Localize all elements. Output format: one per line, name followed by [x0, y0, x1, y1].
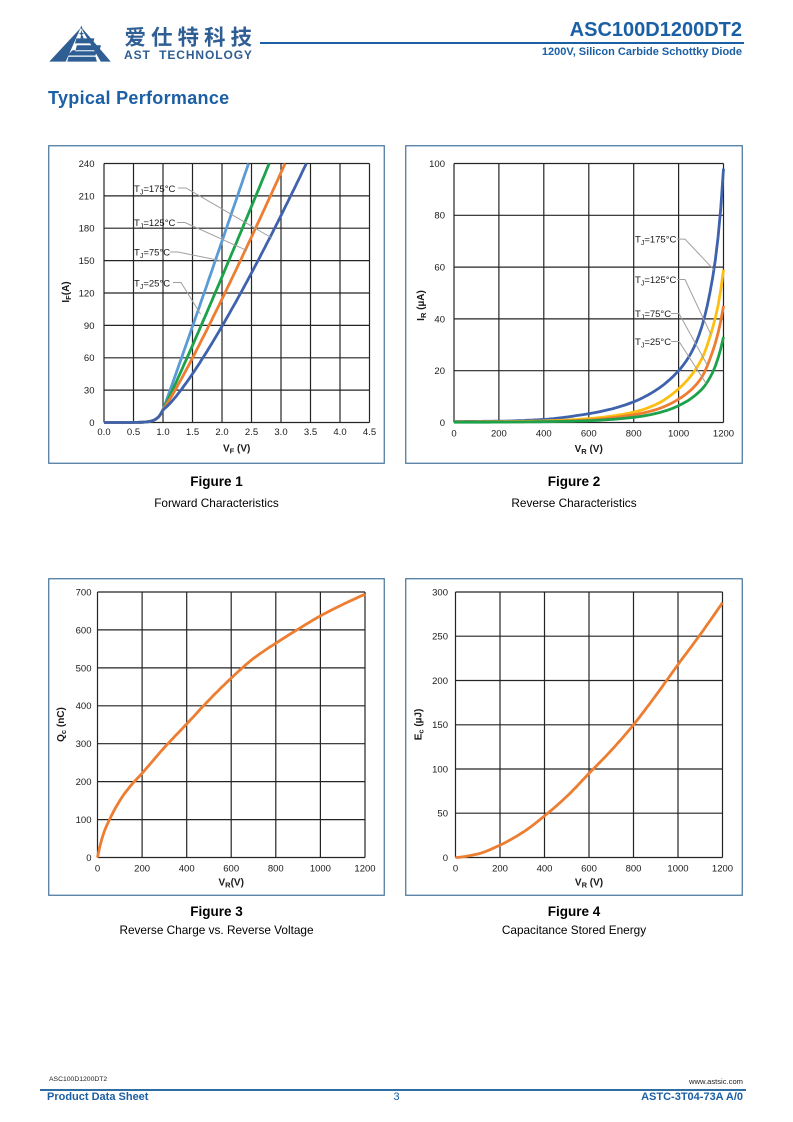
- svg-text:Qc (nC): Qc (nC): [56, 707, 68, 742]
- svg-text:800: 800: [626, 429, 642, 440]
- svg-text:0: 0: [89, 418, 94, 429]
- svg-text:60: 60: [434, 263, 445, 274]
- svg-text:VR (V): VR (V): [575, 444, 603, 456]
- svg-text:180: 180: [79, 224, 95, 235]
- svg-text:150: 150: [432, 720, 448, 731]
- svg-text:200: 200: [432, 676, 448, 687]
- svg-text:800: 800: [268, 864, 284, 875]
- svg-text:210: 210: [79, 191, 95, 202]
- svg-text:200: 200: [491, 429, 507, 440]
- svg-text:VR (V): VR (V): [575, 878, 603, 890]
- svg-text:800: 800: [626, 864, 642, 875]
- svg-text:4.5: 4.5: [363, 427, 376, 438]
- svg-text:Ec (µJ): Ec (µJ): [414, 709, 426, 741]
- svg-text:100: 100: [432, 764, 448, 775]
- svg-text:400: 400: [179, 864, 195, 875]
- svg-text:240: 240: [79, 159, 95, 170]
- svg-text:120: 120: [79, 288, 95, 299]
- svg-text:TJ=125°C: TJ=125°C: [134, 218, 176, 230]
- svg-text:200: 200: [134, 864, 150, 875]
- svg-text:3.5: 3.5: [304, 427, 317, 438]
- svg-text:90: 90: [84, 321, 95, 332]
- svg-text:300: 300: [432, 587, 448, 598]
- svg-text:0: 0: [453, 864, 458, 875]
- svg-text:VR(V): VR(V): [218, 878, 243, 890]
- svg-text:80: 80: [434, 211, 445, 222]
- svg-text:600: 600: [223, 864, 239, 875]
- svg-text:1200: 1200: [713, 429, 734, 440]
- svg-text:250: 250: [432, 632, 448, 643]
- svg-text:VF (V): VF (V): [223, 444, 250, 456]
- svg-text:30: 30: [84, 386, 95, 397]
- svg-text:0: 0: [451, 429, 456, 440]
- svg-text:400: 400: [537, 864, 553, 875]
- svg-text:TJ=25°C: TJ=25°C: [635, 337, 671, 349]
- svg-text:1000: 1000: [310, 864, 331, 875]
- svg-text:100: 100: [429, 159, 445, 170]
- svg-text:100: 100: [76, 815, 92, 826]
- svg-text:1200: 1200: [354, 864, 375, 875]
- svg-text:0.5: 0.5: [127, 427, 140, 438]
- svg-text:150: 150: [79, 256, 95, 267]
- svg-text:2.0: 2.0: [215, 427, 228, 438]
- svg-text:60: 60: [84, 353, 95, 364]
- svg-text:200: 200: [76, 777, 92, 788]
- svg-text:IF(A): IF(A): [61, 281, 73, 302]
- svg-text:1000: 1000: [668, 429, 689, 440]
- svg-text:0: 0: [86, 853, 91, 864]
- svg-text:700: 700: [76, 587, 92, 598]
- svg-text:200: 200: [492, 864, 508, 875]
- svg-text:40: 40: [434, 314, 445, 325]
- svg-text:TJ=75°C: TJ=75°C: [134, 248, 170, 260]
- svg-text:TJ=175°C: TJ=175°C: [635, 235, 677, 247]
- svg-text:4.0: 4.0: [333, 427, 346, 438]
- svg-text:500: 500: [76, 663, 92, 674]
- svg-text:1200: 1200: [712, 864, 733, 875]
- svg-text:0: 0: [443, 853, 448, 864]
- svg-text:0: 0: [95, 864, 100, 875]
- svg-text:IR (µA): IR (µA): [416, 290, 428, 321]
- svg-text:TJ=175°C: TJ=175°C: [134, 184, 176, 196]
- svg-text:600: 600: [581, 429, 597, 440]
- svg-text:20: 20: [434, 366, 445, 377]
- svg-text:600: 600: [76, 625, 92, 636]
- svg-text:400: 400: [536, 429, 552, 440]
- svg-text:TJ=125°C: TJ=125°C: [635, 275, 677, 287]
- svg-text:0: 0: [440, 418, 445, 429]
- svg-text:1.0: 1.0: [156, 427, 169, 438]
- svg-text:1.5: 1.5: [186, 427, 199, 438]
- svg-text:3.0: 3.0: [274, 427, 287, 438]
- svg-text:TJ=75°C: TJ=75°C: [635, 309, 671, 321]
- svg-text:1000: 1000: [667, 864, 688, 875]
- svg-text:300: 300: [76, 739, 92, 750]
- svg-text:600: 600: [581, 864, 597, 875]
- svg-text:0.0: 0.0: [97, 427, 110, 438]
- svg-text:TJ=25°C: TJ=25°C: [134, 279, 170, 291]
- svg-text:400: 400: [76, 701, 92, 712]
- svg-text:50: 50: [437, 809, 448, 820]
- svg-text:2.5: 2.5: [245, 427, 258, 438]
